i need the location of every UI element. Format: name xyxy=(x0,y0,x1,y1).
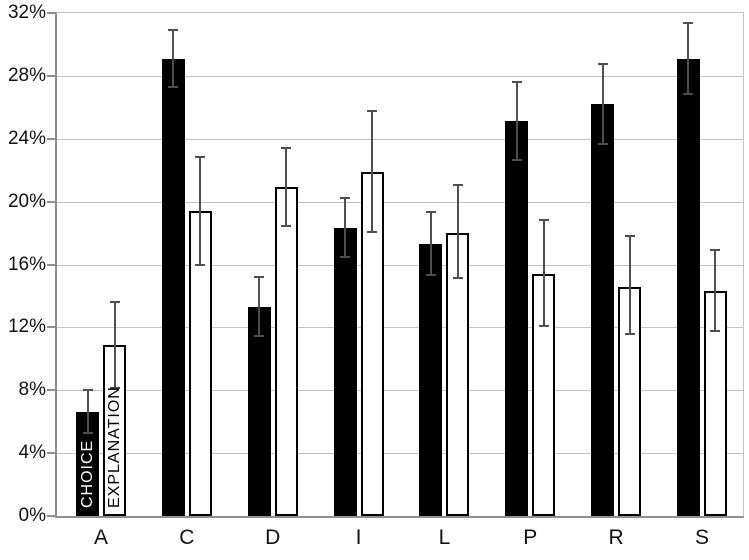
error-bar-choice-p-line xyxy=(515,80,518,161)
y-axis-tick xyxy=(47,12,56,14)
bar-choice-p xyxy=(505,121,529,516)
error-bar-explanation-i-cap-top xyxy=(367,110,378,113)
error-bar-choice-l-cap-bottom xyxy=(425,273,436,276)
error-bar-choice-p-cap-bottom xyxy=(511,158,522,161)
error-bar-explanation-s-cap-top xyxy=(710,248,721,251)
y-axis-tick-label: 0% xyxy=(18,505,46,526)
y-axis-tick-label: 28% xyxy=(7,64,46,86)
error-bar-choice-s-line xyxy=(687,22,690,95)
error-bar-explanation-a-line xyxy=(113,300,116,389)
y-axis-tick-label: 12% xyxy=(7,316,46,338)
error-bar-explanation-d-cap-bottom xyxy=(281,224,292,227)
y-axis-tick xyxy=(47,515,56,517)
error-bar-explanation-p-line xyxy=(542,218,545,328)
error-bar-choice-c-cap-bottom xyxy=(168,86,179,89)
error-bar-choice-r-cap-top xyxy=(597,63,608,66)
error-bar-choice-c-cap-top xyxy=(168,28,179,31)
y-axis-tick xyxy=(47,74,56,77)
bar-choice-s xyxy=(676,58,700,516)
y-axis-tick xyxy=(47,137,56,140)
error-bar-choice-d-cap-top xyxy=(254,275,265,278)
x-axis-category-label-c: C xyxy=(179,526,195,549)
error-bar-explanation-r-cap-bottom xyxy=(624,333,635,336)
error-bar-choice-i-cap-bottom xyxy=(340,256,351,259)
error-bar-choice-a-cap-top xyxy=(82,388,93,391)
error-bar-choice-c-line xyxy=(172,28,175,89)
error-bar-explanation-p-cap-bottom xyxy=(538,325,549,328)
error-bar-explanation-i-cap-bottom xyxy=(367,231,378,234)
error-bar-explanation-c-line xyxy=(199,156,202,267)
x-axis-category-label-i: I xyxy=(355,526,362,549)
y-axis-tick xyxy=(47,452,56,455)
gridline-8pct xyxy=(57,390,743,392)
error-bar-choice-i-cap-top xyxy=(340,196,351,199)
error-bar-explanation-c-cap-bottom xyxy=(195,264,206,267)
y-axis-tick-label: 24% xyxy=(7,127,46,149)
y-axis-tick-label: 8% xyxy=(18,379,46,401)
error-bar-choice-r-line xyxy=(601,63,604,146)
gridline-20pct xyxy=(57,201,743,203)
x-axis-category-label-p: P xyxy=(523,526,538,549)
y-axis-tick xyxy=(47,326,56,329)
bar-choice-c xyxy=(161,58,185,516)
error-bar-choice-d-line xyxy=(258,275,261,337)
error-bar-choice-r-cap-bottom xyxy=(597,143,608,146)
x-axis-category-label-d: D xyxy=(265,526,281,549)
error-bar-choice-p-cap-top xyxy=(511,80,522,83)
error-bar-choice-a-cap-bottom xyxy=(82,432,93,435)
error-bar-explanation-c-cap-top xyxy=(195,156,206,159)
gridline-16pct xyxy=(57,264,743,266)
x-axis-category-label-l: L xyxy=(438,526,451,549)
error-bar-explanation-d-line xyxy=(285,146,288,227)
legend-label-choice: CHOICE xyxy=(79,439,96,508)
error-bar-choice-l-cap-top xyxy=(425,211,436,214)
plot-area: CHOICE EXPLANATION xyxy=(55,12,744,518)
error-bar-explanation-i-line xyxy=(371,110,374,234)
y-axis-tick-label: 32% xyxy=(7,2,46,23)
error-bar-explanation-d-cap-top xyxy=(281,146,292,149)
error-bar-choice-s-cap-bottom xyxy=(683,92,694,95)
error-bar-choice-a-line xyxy=(86,388,89,435)
gridline-24pct xyxy=(57,138,743,140)
error-bar-explanation-r-cap-top xyxy=(624,234,635,237)
error-bar-explanation-l-line xyxy=(456,184,459,279)
y-axis-tick-label: 16% xyxy=(7,253,46,275)
error-bar-explanation-s-cap-bottom xyxy=(710,330,721,333)
bar-choice-i xyxy=(333,228,357,516)
x-axis-category-label-r: R xyxy=(608,526,624,549)
y-axis-tick-label: 4% xyxy=(18,442,46,464)
bar-choice-d xyxy=(247,306,271,516)
error-bar-explanation-r-line xyxy=(628,234,631,336)
bar-explanation-d xyxy=(274,187,298,516)
y-axis-tick xyxy=(47,200,56,203)
y-axis-tick xyxy=(47,389,56,392)
error-bar-explanation-p-cap-top xyxy=(538,218,549,221)
error-bar-choice-d-cap-bottom xyxy=(254,334,265,337)
error-bar-choice-l-line xyxy=(429,211,432,276)
bar-choice-r xyxy=(591,104,615,516)
error-bar-choice-s-cap-top xyxy=(683,22,694,25)
legend-label-explanation: EXPLANATION xyxy=(106,386,123,508)
error-bar-explanation-a-cap-bottom xyxy=(109,386,120,389)
x-axis-category-label-s: S xyxy=(694,526,709,549)
x-axis-category-label-a: A xyxy=(93,526,108,549)
y-axis-tick xyxy=(47,263,56,266)
error-bar-explanation-a-cap-top xyxy=(109,300,120,303)
bar-choice-l xyxy=(419,244,443,516)
gridline-28pct xyxy=(57,75,743,77)
gridline-12pct xyxy=(57,327,743,329)
error-bar-explanation-l-cap-top xyxy=(452,184,463,187)
error-bar-choice-i-line xyxy=(344,196,347,259)
error-bar-explanation-l-cap-bottom xyxy=(452,276,463,279)
error-bar-explanation-s-line xyxy=(714,248,717,333)
gridline-4pct xyxy=(57,453,743,455)
y-axis-tick-label: 20% xyxy=(7,190,46,212)
